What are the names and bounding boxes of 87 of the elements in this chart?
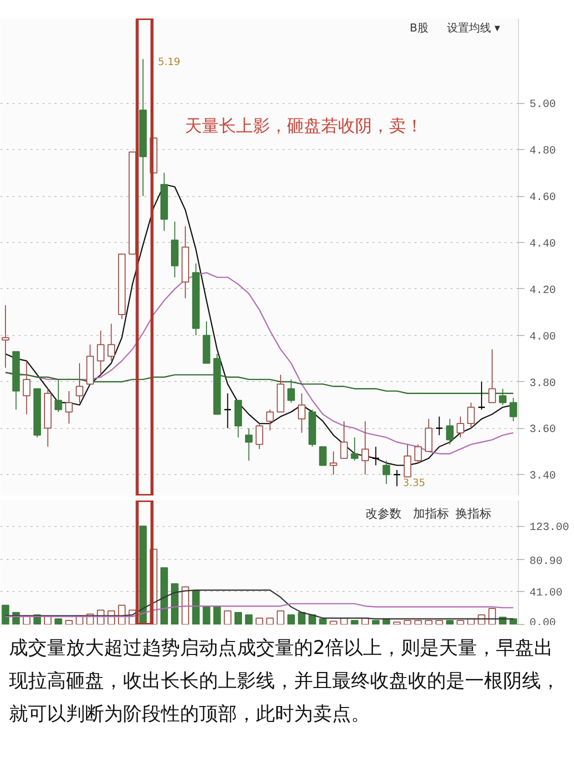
bar (308, 614, 316, 624)
candlestick (107, 323, 116, 362)
candlestick (65, 390, 73, 424)
bar (266, 618, 274, 624)
annotation: 改参数 (366, 506, 402, 521)
bar (224, 610, 232, 624)
bar (2, 604, 10, 624)
y-tick-label: 4.40 (530, 238, 556, 250)
bar (256, 618, 264, 624)
bar (350, 620, 358, 624)
y-tick-label: 3.80 (530, 378, 556, 390)
y-tick-label: 4.60 (530, 192, 556, 204)
text: 成交量放大超过趋势启动点成交量的2倍以上，则是天量，早盘出现拉高砸盘，收出长长的上影线，并且最终收盘收的是一根阴线，就可以判断为阶段性的顶部，此时为卖点。 (9, 636, 561, 727)
bar (170, 583, 179, 624)
candlestick (287, 378, 295, 404)
candlestick (350, 436, 358, 462)
bar (245, 614, 253, 624)
candlestick (76, 362, 84, 404)
candlestick (22, 360, 30, 415)
bar (488, 608, 496, 624)
bar (372, 620, 380, 624)
candlestick (488, 348, 496, 404)
line-series (4, 590, 514, 620)
y-tick-label: 80.90 (530, 556, 563, 568)
line-series (4, 603, 514, 618)
candlestick (510, 398, 518, 422)
annotation: B股 (410, 22, 428, 35)
candlestick (456, 416, 464, 438)
bar (160, 567, 168, 624)
bar (424, 620, 432, 624)
bar (192, 590, 200, 624)
y-tick-label: 41.00 (530, 588, 563, 600)
y-tick-label: 3.60 (530, 424, 556, 436)
candlestick (372, 446, 380, 466)
bar (276, 610, 284, 624)
annotation: 加指标 (412, 506, 449, 521)
bar (510, 618, 518, 624)
bar (54, 618, 62, 624)
candlestick (266, 409, 274, 432)
bar (139, 526, 147, 624)
bar (393, 622, 401, 624)
candlestick (319, 446, 327, 466)
bar (287, 614, 295, 624)
y-tick-label: 4.00 (530, 331, 556, 344)
candlestick (340, 420, 348, 459)
candlestick (224, 392, 232, 429)
bar (202, 606, 210, 624)
bar (414, 620, 422, 624)
y-tick-label: 4.20 (530, 284, 556, 297)
y-tick-label: 3.40 (530, 470, 556, 483)
candlestick (330, 450, 338, 476)
annotation: 5.19 (158, 57, 180, 68)
bar (319, 618, 327, 624)
candlestick (54, 378, 62, 412)
candlestick (393, 469, 401, 487)
bar (234, 612, 242, 624)
bar (435, 620, 444, 624)
bar (446, 620, 454, 624)
candlestick (446, 418, 454, 445)
candlestick (96, 330, 104, 376)
y-tick-label: 4.80 (530, 146, 556, 158)
y-tick-label: 123.00 (530, 522, 570, 534)
bar (404, 620, 412, 624)
annotation: 换指标 (455, 506, 492, 521)
candlestick (435, 416, 444, 436)
candlestick (498, 388, 507, 406)
annotation: 天量长上影，砸盘若收阴，卖！ (184, 116, 423, 136)
candlestick (245, 428, 253, 462)
bar (182, 586, 190, 624)
annotation: 设置均线 ▾ (447, 22, 501, 35)
candlestick (361, 420, 369, 476)
bar (298, 612, 306, 624)
bar (65, 620, 73, 624)
y-tick-label: 5.00 (530, 99, 556, 112)
bar (213, 606, 221, 624)
candlestick (256, 423, 264, 450)
bar (456, 620, 464, 624)
candlestick (467, 402, 475, 429)
candlestick (382, 460, 390, 484)
candlestick (2, 304, 10, 368)
candlestick (298, 392, 306, 434)
candlestick (424, 418, 432, 452)
annotation: 3.35 (402, 478, 426, 490)
bar (330, 620, 338, 624)
candlestick (414, 444, 422, 464)
candlestick (404, 444, 412, 478)
candlestick (478, 381, 486, 410)
